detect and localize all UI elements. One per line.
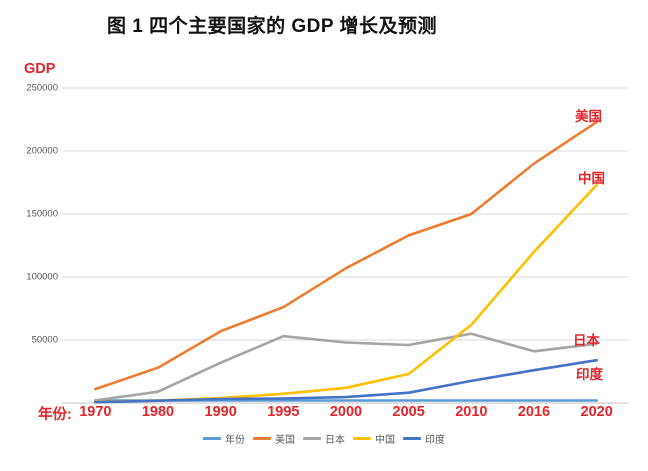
y-tick-label: 100000: [26, 271, 58, 283]
x-tick-label: 2010: [455, 404, 488, 420]
legend: 年份 美国 日本 中国 印度: [0, 430, 648, 446]
legend-item-india: 印度: [403, 431, 445, 446]
y-axis-title: GDP: [24, 61, 56, 77]
china-legend-label: 中国: [375, 434, 395, 446]
x-tick-label: 1980: [141, 404, 175, 420]
usa-legend-swatch: [253, 436, 271, 440]
x-tick-label: 1970: [79, 404, 112, 420]
japan-series-label: 日本: [573, 333, 600, 348]
chart-title: 图 1 四个主要国家的 GDP 增长及预测: [106, 16, 437, 37]
legend-item-china: 中国: [353, 431, 395, 446]
x-tick-label: 2005: [392, 404, 425, 420]
japan-legend-label: 日本: [325, 434, 345, 446]
japan-legend-swatch: [303, 436, 321, 440]
x-tick-label: 2020: [580, 404, 613, 420]
china-legend-swatch: [353, 436, 371, 440]
year-legend-label: 年份: [225, 434, 245, 446]
usa-series-label: 美国: [575, 109, 602, 124]
china-series-line: [94, 183, 599, 404]
india-legend-label: 印度: [425, 434, 445, 446]
legend-item-usa: 美国: [253, 431, 295, 446]
x-tick-label: 1995: [267, 404, 300, 420]
y-tick-label: 150000: [26, 208, 58, 220]
x-tick-label: 1990: [204, 404, 237, 420]
china-series-label: 中国: [578, 171, 605, 186]
japan-series-line: [94, 332, 599, 402]
y-tick-label: 50000: [31, 334, 58, 346]
x-tick-label: 2000: [329, 404, 363, 420]
usa-series-line: [94, 120, 599, 391]
legend-item-japan: 日本: [303, 431, 345, 446]
usa-legend-label: 美国: [275, 434, 295, 446]
india-legend-swatch: [403, 436, 421, 440]
x-tick-label: 2016: [517, 404, 551, 420]
year-legend-swatch: [203, 436, 221, 440]
y-tick-label: 250000: [26, 82, 58, 94]
india-series-line: [94, 358, 599, 404]
y-tick-label: 200000: [26, 145, 58, 157]
x-axis-prefix: 年份:: [38, 407, 72, 423]
india-series-label: 印度: [576, 367, 603, 382]
legend-item-year: 年份: [203, 431, 245, 446]
